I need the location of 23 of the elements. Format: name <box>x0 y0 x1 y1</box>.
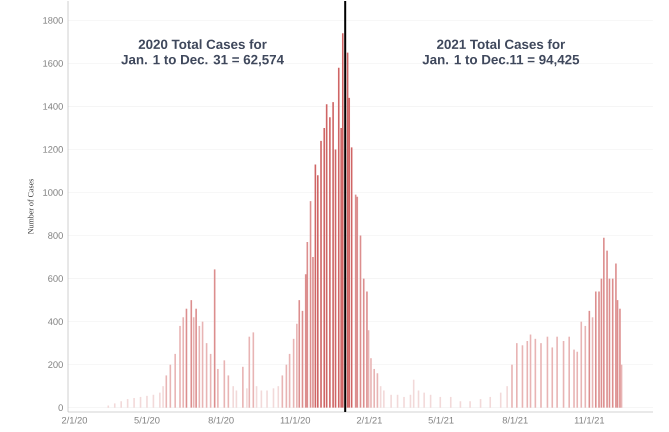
x-tick-label: 2/1/20 <box>62 416 88 424</box>
x-tick-label: 8/1/20 <box>208 416 234 424</box>
x-tick-label: 8/1/21 <box>502 416 528 424</box>
x-tick-label: 11/1/21 <box>574 416 604 424</box>
y-tick-label: 1000 <box>43 189 63 196</box>
annotation: 2021 Total Cases for <box>437 39 566 50</box>
annotation: Jan. 1 to Dec. 31 = 62,574 <box>121 54 284 66</box>
annotation: Jan. 1 to Dec.11 = 94,425 <box>422 54 580 66</box>
y-tick-label: 200 <box>48 361 63 368</box>
y-tick-label: 400 <box>48 318 63 325</box>
annotation: 2020 Total Cases for <box>138 39 267 50</box>
x-tick-label: 5/1/21 <box>428 416 454 424</box>
y-tick-label: 800 <box>48 232 63 239</box>
x-tick-label: 11/1/20 <box>280 416 310 424</box>
x-tick-label: 2/1/21 <box>356 416 382 424</box>
y-tick-label: 1400 <box>43 103 63 110</box>
y-axis-title: Number of Cases <box>28 179 34 234</box>
y-tick-label: 1200 <box>43 146 63 153</box>
x-tick-label: 5/1/20 <box>134 416 160 424</box>
y-tick-label: 1800 <box>43 17 63 24</box>
y-tick-label: 0 <box>58 404 63 411</box>
y-tick-label: 1600 <box>43 60 63 67</box>
y-tick-label: 600 <box>48 275 63 282</box>
